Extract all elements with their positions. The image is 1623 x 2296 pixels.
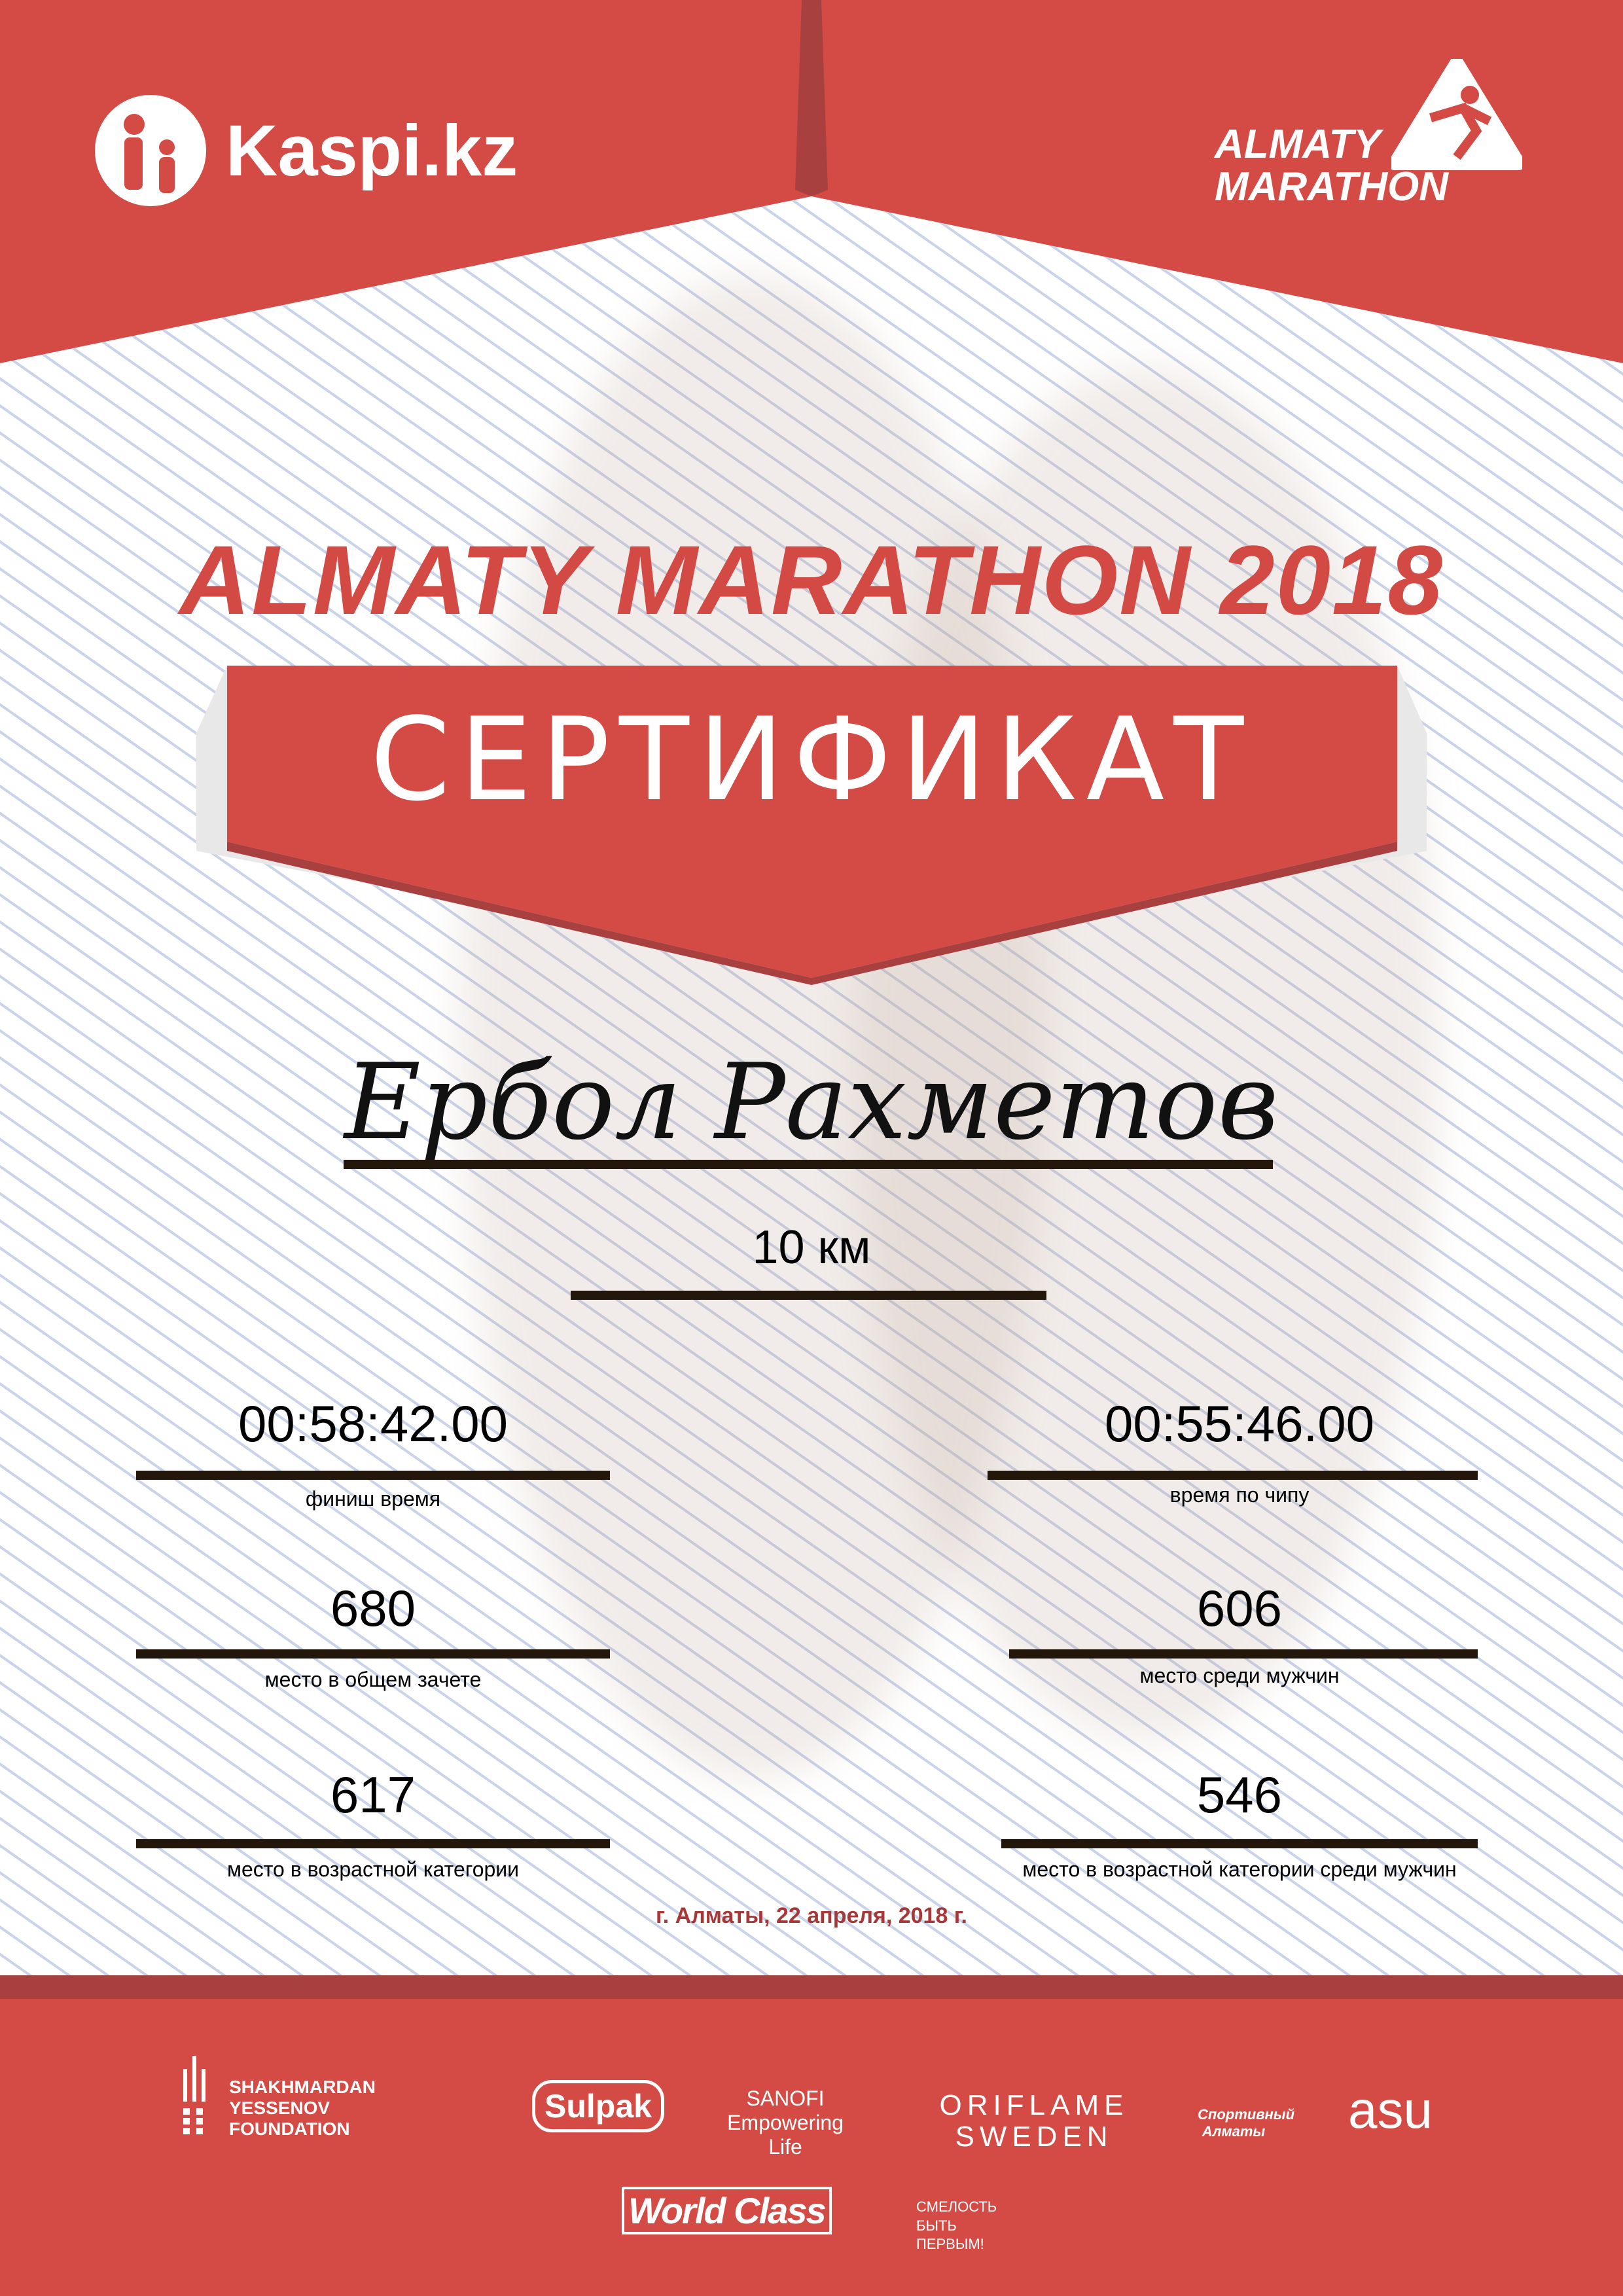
finish-time-label: финиш время: [305, 1487, 441, 1511]
sportivny-almaty-logo: Спортивный Алматы: [1198, 2106, 1295, 2140]
sanofi-logo: SANOFI Empowering Life: [727, 2087, 844, 2159]
certificate-heading: СЕРТИФИКАТ: [370, 694, 1253, 827]
event-title: ALMATY MARATHON 2018: [179, 525, 1444, 635]
chip-time-label: время по чипу: [1169, 1483, 1310, 1507]
distance-underline: [571, 1291, 1046, 1300]
finish-time-value: 00:58:42.00: [238, 1395, 508, 1452]
sulpak-logo: Sulpak: [532, 2080, 664, 2132]
participant-name: Ербол Рахметов: [344, 1041, 1279, 1163]
age-gender-place-line: [1001, 1839, 1478, 1848]
world-class-logo: World Class: [622, 2187, 832, 2234]
finish-time-line: [136, 1471, 610, 1480]
overall-place-value: 680: [330, 1579, 416, 1637]
kaspi-icon: [95, 95, 206, 206]
header-band: [0, 0, 1623, 363]
gender-place-value: 606: [1196, 1579, 1283, 1637]
oriflame-logo: ORIFLAME SWEDEN: [939, 2089, 1129, 2153]
overall-place-label: место в общем зачете: [264, 1668, 482, 1691]
gender-place-line: [1009, 1649, 1478, 1659]
kaspi-logo: Kaspi.kz: [95, 95, 518, 206]
overall-place-line: [136, 1649, 610, 1659]
asu-logo: asu: [1348, 2081, 1433, 2139]
name-underline: [344, 1160, 1273, 1169]
footer-band: [0, 1975, 1623, 1999]
certificate-banner: [196, 666, 1427, 985]
runner-icon: [1391, 59, 1522, 170]
yessenov-icon: [183, 2056, 205, 2134]
age-gender-place-label: место в возрастной категории среди мужчи…: [1022, 1857, 1457, 1881]
age-place-line: [136, 1839, 610, 1848]
kaspi-logo-text: Kaspi.kz: [226, 110, 518, 191]
event-logo-line-2: MARATHON: [1215, 164, 1449, 209]
distance: 10 км: [752, 1221, 871, 1274]
almaty-marathon-logo: ALMATY MARATHON: [1215, 59, 1522, 216]
event-logo-line-1: ALMATY: [1215, 122, 1381, 167]
age-place-label: место в возрастной категории: [226, 1857, 520, 1881]
event-date: г. Алматы, 22 апреля, 2018 г.: [656, 1903, 967, 1928]
partners-footer: SHAKHMARDAN YESSENOV FOUNDATION Sulpak S…: [0, 1975, 1623, 2296]
yessenov-foundation-logo: SHAKHMARDAN YESSENOV FOUNDATION: [183, 2051, 445, 2140]
age-gender-place-value: 546: [1196, 1766, 1283, 1823]
gender-place-label: место среди мужчин: [1139, 1664, 1340, 1687]
smelost-logo: СМЕЛОСТЬ БЫТЬ ПЕРВЫМ!: [916, 2198, 997, 2253]
runner-photo-male: [458, 275, 1047, 1780]
chip-time-value: 00:55:46.00: [1104, 1395, 1375, 1452]
age-place-value: 617: [330, 1766, 416, 1823]
chip-time-line: [988, 1471, 1478, 1480]
yessenov-text: SHAKHMARDAN YESSENOV FOUNDATION: [229, 2077, 376, 2139]
background-pattern: [0, 0, 1623, 1977]
runner-photo-female: [851, 367, 1440, 1741]
